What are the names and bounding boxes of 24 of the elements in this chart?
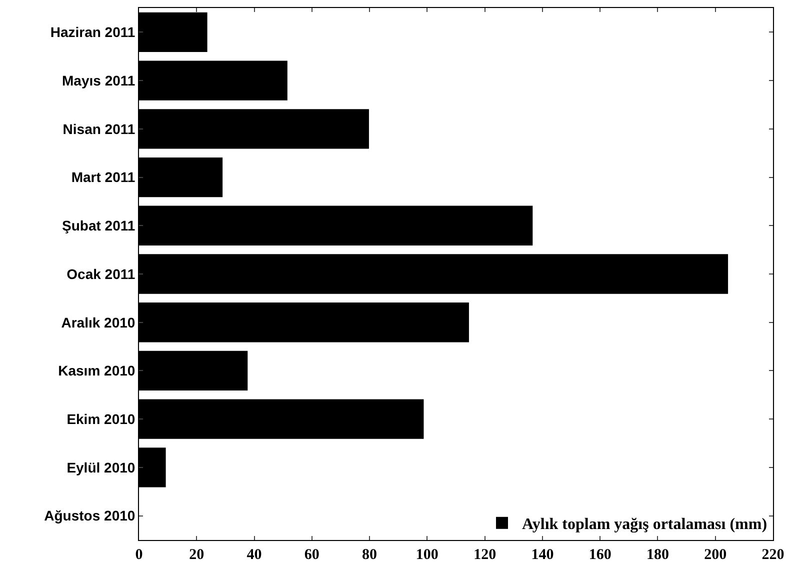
- x-tick-label: 0: [135, 547, 143, 563]
- y-tick-label: Haziran 2011: [50, 24, 136, 40]
- y-tick-label: Ocak 2011: [66, 266, 136, 282]
- y-tick-label: Şubat 2011: [62, 218, 136, 234]
- y-tick-label: Mayıs 2011: [62, 72, 136, 88]
- y-tick-label: Mart 2011: [71, 169, 136, 186]
- x-tick-label: 40: [246, 547, 262, 563]
- x-tick-label: 120: [474, 547, 496, 563]
- legend-label: Aylık toplam yağış ortalaması (mm): [522, 516, 768, 534]
- x-tick-label: 60: [304, 547, 320, 563]
- y-tick-label: Ekim 2010: [66, 410, 136, 427]
- x-tick-label: 20: [189, 547, 204, 563]
- x-tick-label: 200: [704, 547, 727, 563]
- y-tick-label: Ağustos 2010: [44, 508, 136, 524]
- y-tick-label: Nisan 2011: [62, 120, 136, 137]
- y-tick-label: Kasım 2010: [58, 362, 136, 379]
- x-tick-label: 160: [588, 547, 612, 563]
- y-tick-label: Aralık 2010: [61, 314, 136, 330]
- x-tick-label: 180: [646, 547, 669, 563]
- x-tick-label: 220: [762, 547, 784, 563]
- y-tick-label: Eylül 2010: [66, 459, 136, 476]
- x-tick-label: 80: [362, 547, 378, 563]
- x-tick-label: 140: [531, 547, 554, 563]
- x-tick-label: 100: [416, 547, 438, 563]
